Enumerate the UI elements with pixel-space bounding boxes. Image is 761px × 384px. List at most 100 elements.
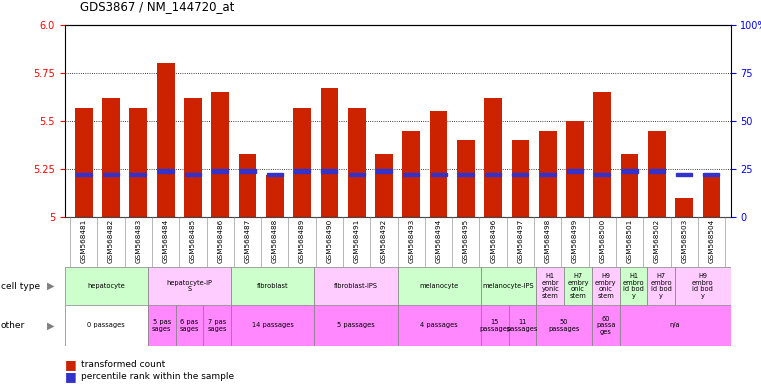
- Text: GSM568481: GSM568481: [81, 218, 87, 263]
- Bar: [148, 267, 231, 305]
- Bar: [484, 98, 502, 217]
- Bar: [511, 140, 530, 217]
- Bar: [619, 267, 648, 305]
- Text: other: other: [1, 321, 25, 330]
- Text: GSM568499: GSM568499: [572, 218, 578, 263]
- Text: ▶: ▶: [47, 281, 55, 291]
- Bar: [129, 108, 147, 217]
- Text: 11
passages: 11 passages: [507, 319, 538, 332]
- Text: ■: ■: [65, 358, 76, 371]
- Bar: [148, 305, 176, 346]
- Text: hepatocyte-iP
S: hepatocyte-iP S: [167, 280, 212, 292]
- Bar: [184, 98, 202, 217]
- Bar: [540, 173, 556, 177]
- Text: 14 passages: 14 passages: [252, 323, 294, 328]
- Bar: [65, 267, 148, 305]
- Text: H9
embry
onic
stem: H9 embry onic stem: [595, 273, 616, 299]
- Bar: [185, 173, 201, 177]
- Text: GSM568496: GSM568496: [490, 218, 496, 263]
- Bar: [592, 267, 619, 305]
- Bar: [703, 173, 719, 177]
- Bar: [537, 305, 592, 346]
- Bar: [75, 108, 93, 217]
- Bar: [158, 169, 174, 173]
- Bar: [403, 131, 420, 217]
- Bar: [203, 305, 231, 346]
- Bar: [621, 154, 638, 217]
- Text: GSM568491: GSM568491: [354, 218, 360, 263]
- Bar: [702, 175, 721, 217]
- Text: GSM568484: GSM568484: [163, 218, 169, 263]
- Bar: [481, 305, 508, 346]
- Text: GSM568498: GSM568498: [545, 218, 551, 263]
- Bar: [239, 154, 256, 217]
- Bar: [397, 267, 481, 305]
- Text: 7 pas
sages: 7 pas sages: [208, 319, 227, 332]
- Bar: [103, 173, 119, 177]
- Bar: [481, 267, 537, 305]
- Text: GSM568504: GSM568504: [708, 218, 715, 263]
- Text: transformed count: transformed count: [81, 360, 166, 369]
- Text: H7
embry
onic
stem: H7 embry onic stem: [567, 273, 589, 299]
- Bar: [231, 305, 314, 346]
- Text: GSM568501: GSM568501: [626, 218, 632, 263]
- Bar: [102, 98, 120, 217]
- Bar: [320, 88, 339, 217]
- Bar: [486, 173, 501, 177]
- Bar: [130, 173, 146, 177]
- Text: GSM568483: GSM568483: [135, 218, 142, 263]
- Text: GSM568490: GSM568490: [326, 218, 333, 263]
- Text: fibroblast-IPS: fibroblast-IPS: [334, 283, 378, 289]
- Bar: [512, 173, 528, 177]
- Bar: [321, 169, 337, 173]
- Text: n/a: n/a: [670, 323, 680, 328]
- Text: GSM568492: GSM568492: [381, 218, 387, 263]
- Text: GSM568488: GSM568488: [272, 218, 278, 263]
- Bar: [397, 305, 481, 346]
- Text: GDS3867 / NM_144720_at: GDS3867 / NM_144720_at: [80, 0, 234, 13]
- Text: GSM568489: GSM568489: [299, 218, 305, 263]
- Text: GSM568503: GSM568503: [681, 218, 687, 263]
- Text: 5 passages: 5 passages: [337, 323, 375, 328]
- Text: melanocyte: melanocyte: [419, 283, 459, 289]
- Bar: [349, 173, 365, 177]
- Bar: [622, 169, 638, 173]
- Text: percentile rank within the sample: percentile rank within the sample: [81, 372, 234, 381]
- Bar: [677, 173, 693, 177]
- Text: 5 pas
sages: 5 pas sages: [152, 319, 171, 332]
- Text: cell type: cell type: [1, 281, 40, 291]
- Text: GSM568485: GSM568485: [190, 218, 196, 263]
- Bar: [376, 169, 392, 173]
- Bar: [157, 63, 174, 217]
- Text: GSM568495: GSM568495: [463, 218, 469, 263]
- Bar: [649, 169, 665, 173]
- Bar: [592, 305, 619, 346]
- Text: H1
embro
id bod
y: H1 embro id bod y: [622, 273, 645, 299]
- Bar: [594, 173, 610, 177]
- Bar: [648, 267, 675, 305]
- Bar: [403, 173, 419, 177]
- Bar: [375, 154, 393, 217]
- Text: 60
passa
ges: 60 passa ges: [596, 316, 616, 335]
- Bar: [176, 305, 203, 346]
- Text: ▶: ▶: [47, 320, 55, 331]
- Bar: [539, 131, 556, 217]
- Bar: [294, 169, 310, 173]
- Text: hepatocyte: hepatocyte: [88, 283, 125, 289]
- Bar: [212, 92, 229, 217]
- Bar: [266, 175, 284, 217]
- Bar: [567, 169, 583, 173]
- Bar: [348, 108, 365, 217]
- Text: H9
embro
id bod
y: H9 embro id bod y: [692, 273, 714, 299]
- Text: GSM568482: GSM568482: [108, 218, 114, 263]
- Bar: [566, 121, 584, 217]
- Bar: [648, 131, 666, 217]
- Text: GSM568497: GSM568497: [517, 218, 524, 263]
- Text: 50
passages: 50 passages: [549, 319, 580, 332]
- Bar: [508, 305, 537, 346]
- Bar: [76, 173, 92, 177]
- Text: 0 passages: 0 passages: [88, 323, 125, 328]
- Bar: [267, 173, 283, 177]
- Bar: [675, 198, 693, 217]
- Bar: [537, 267, 564, 305]
